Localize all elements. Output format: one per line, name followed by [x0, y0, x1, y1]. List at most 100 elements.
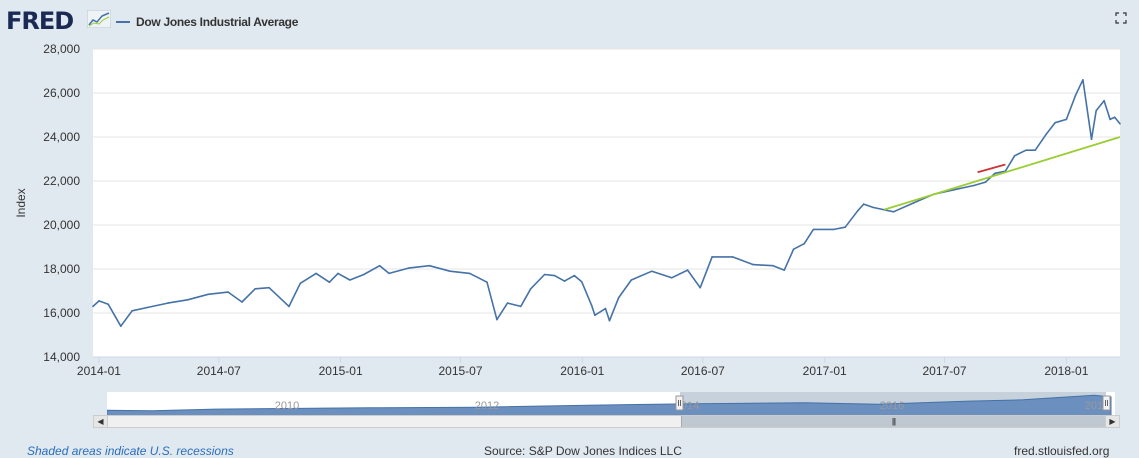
- x-tick-label: 2016-07: [681, 364, 725, 378]
- scrollbar[interactable]: ◀ ||| ▶: [93, 415, 1120, 428]
- data-point: [772, 264, 774, 267]
- x-tick-label: 2014-01: [77, 364, 121, 378]
- x-tick-label: 2017-07: [923, 364, 967, 378]
- data-point: [862, 203, 865, 205]
- data-point: [408, 267, 411, 269]
- x-tick-label: 2017-01: [803, 364, 847, 378]
- data-point: [994, 172, 996, 175]
- data-point: [167, 302, 169, 304]
- y-tick-label: 18,000: [43, 262, 80, 276]
- x-tick-label: 2014-07: [197, 364, 241, 378]
- trendline: [884, 136, 1121, 211]
- data-point: [449, 270, 451, 272]
- data-point: [651, 270, 653, 272]
- data-point: [630, 279, 633, 281]
- legend-label: Dow Jones Industrial Average: [136, 15, 299, 29]
- legend: Dow Jones Industrial Average: [116, 14, 298, 30]
- data-point: [268, 286, 270, 289]
- data-point: [299, 282, 302, 285]
- trendlines: [884, 136, 1121, 211]
- fred-graph-icon: [87, 10, 111, 28]
- data-point: [752, 263, 754, 266]
- data-point: [529, 288, 532, 290]
- y-tick-label: 28,000: [43, 42, 80, 56]
- data-point: [207, 293, 209, 296]
- navigator[interactable]: 2010 2012 2014 2016 2018: [107, 392, 1115, 416]
- navigator-year-label: 2012: [475, 400, 499, 412]
- data-point: [912, 202, 915, 204]
- line-chart: 14,000 16,000 18,000 20,000 22,000 24,000 26,0…: [14, 42, 1121, 378]
- x-tick-label: 2018-01: [1044, 364, 1088, 378]
- recessions-note[interactable]: Shaded areas indicate U.S. recessions: [27, 444, 234, 458]
- data-point: [241, 301, 243, 303]
- data-point: [98, 300, 100, 302]
- y-tick-label: 14,000: [43, 350, 80, 364]
- data-point: [580, 280, 583, 283]
- y-tick-label: 26,000: [43, 86, 80, 100]
- fullscreen-icon[interactable]: [1114, 11, 1128, 25]
- data-point: [573, 274, 576, 277]
- data-point: [378, 264, 381, 267]
- scrollbar-thumb[interactable]: |||: [681, 416, 1106, 427]
- data-point: [1082, 79, 1084, 81]
- data-point: [254, 288, 256, 290]
- data-point: [833, 228, 835, 231]
- data-point: [1090, 138, 1093, 140]
- data-point: [227, 291, 229, 293]
- left-arrow-icon[interactable]: ◀: [94, 416, 108, 427]
- data-point: [783, 269, 786, 271]
- x-tick-label: 2015-07: [438, 364, 482, 378]
- data-point: [107, 303, 109, 306]
- data-point: [892, 211, 895, 213]
- site-link[interactable]: fred.stlouisfed.org: [1014, 444, 1110, 458]
- y-tick-label: 22,000: [43, 174, 80, 188]
- y-tick-label: 20,000: [43, 218, 80, 232]
- chart-header: FRED Dow Jones Industrial Average: [0, 0, 1139, 44]
- data-point: [686, 269, 689, 271]
- data-point: [1013, 154, 1016, 157]
- data-point: [617, 296, 620, 299]
- data-point: [337, 272, 339, 275]
- data-point: [731, 256, 734, 258]
- data-point: [594, 314, 596, 317]
- data-point: [1103, 99, 1105, 102]
- navigator-right-handle[interactable]: [1102, 395, 1111, 411]
- data-point: [388, 272, 390, 275]
- data-point: [590, 304, 593, 307]
- data-point: [131, 310, 133, 312]
- right-arrow-icon[interactable]: ▶: [1105, 416, 1119, 427]
- data-point: [711, 256, 713, 258]
- trendline: [977, 163, 1006, 174]
- series-points: [92, 79, 1121, 328]
- data-point: [520, 305, 522, 308]
- y-tick-label: 16,000: [43, 306, 80, 320]
- data-point: [1109, 118, 1111, 121]
- data-point: [844, 226, 846, 228]
- data-point: [792, 248, 795, 250]
- data-point: [553, 274, 556, 277]
- data-point: [812, 228, 815, 231]
- data-point: [699, 286, 701, 289]
- x-tick-label: 2016-01: [560, 364, 604, 378]
- data-point: [120, 325, 122, 328]
- fred-logo[interactable]: FRED: [6, 7, 74, 35]
- data-point: [288, 305, 290, 308]
- x-axis-ticks: 2014-01 2014-07 2015-01 2015-07 2016-01 2016-…: [77, 356, 1120, 378]
- data-point: [1045, 134, 1047, 136]
- data-point: [146, 306, 149, 309]
- data-point: [496, 318, 498, 321]
- data-point: [469, 272, 471, 275]
- data-point: [486, 281, 488, 283]
- navigator-left-handle[interactable]: [675, 395, 684, 411]
- data-point: [92, 305, 94, 308]
- source-text: Source: S&P Dow Jones Indices LLC: [484, 444, 682, 458]
- data-point: [984, 181, 987, 183]
- y-axis-ticks: 14,000 16,000 18,000 20,000 22,000 24,000 26,0…: [43, 42, 80, 364]
- legend-swatch: [116, 21, 130, 23]
- data-point: [973, 184, 976, 187]
- data-point: [670, 277, 673, 279]
- plot-area: [93, 49, 1120, 357]
- data-point: [1074, 94, 1077, 96]
- data-point: [803, 242, 805, 245]
- navigator-year-label: 2010: [275, 400, 299, 412]
